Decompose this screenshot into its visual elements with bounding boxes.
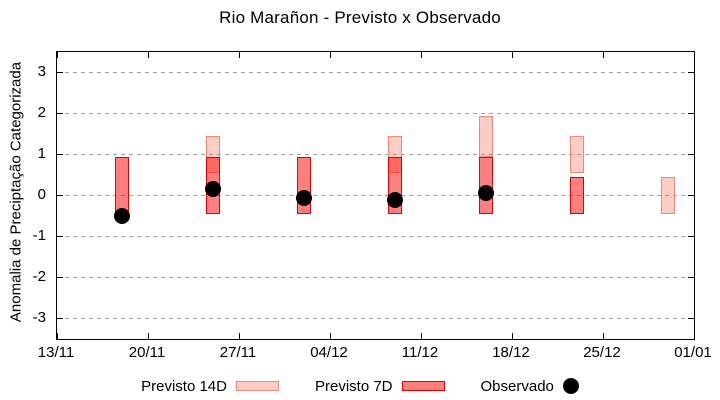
- x-tick-mark: [602, 333, 604, 339]
- x-tick-label: 13/11: [37, 344, 75, 361]
- x-tick-label: 04/12: [310, 344, 348, 361]
- x-tick-label: 25/12: [583, 344, 621, 361]
- legend-label-observado: Observado: [480, 377, 554, 395]
- x-tick-mark: [511, 333, 513, 339]
- observado-dot: [478, 185, 494, 202]
- x-tick-mark: [693, 52, 695, 58]
- legend-item-previsto-7d: Previsto 7D: [315, 378, 445, 395]
- y-tick-mark: [688, 195, 694, 196]
- observado-dot: [296, 189, 312, 206]
- x-tick-mark: [420, 333, 422, 339]
- y-tick-mark: [688, 154, 694, 155]
- x-tick-mark: [329, 52, 331, 58]
- x-tick-mark: [693, 333, 695, 339]
- gridline: [57, 72, 694, 73]
- x-tick-mark: [329, 333, 331, 339]
- previsto-14d-bar: [570, 136, 584, 173]
- y-tick-mark: [688, 72, 694, 73]
- x-tick-mark: [420, 52, 422, 58]
- x-tick-label: 20/11: [128, 344, 166, 361]
- legend-item-previsto-14d: Previsto 14D: [141, 378, 279, 395]
- y-tick-mark: [57, 154, 63, 155]
- y-tick-label: -2: [32, 267, 46, 285]
- legend-label-previsto-7d: Previsto 7D: [314, 377, 393, 395]
- x-tick-label: 27/11: [219, 344, 257, 361]
- y-tick-mark: [57, 72, 63, 73]
- gridline: [57, 277, 694, 278]
- gridline: [57, 236, 694, 237]
- x-tick-mark: [56, 333, 58, 339]
- observado-dot: [387, 191, 403, 208]
- previsto-7d-bar: [570, 177, 584, 214]
- observado-dot: [114, 208, 130, 224]
- legend: Previsto 14D Previsto 7D Observado: [0, 376, 720, 396]
- y-tick-label: 3: [37, 62, 46, 80]
- y-tick-mark: [57, 236, 63, 237]
- observado-dot: [205, 181, 221, 198]
- previsto-14d-swatch: [235, 381, 279, 391]
- previsto-14d-bar: [661, 177, 675, 214]
- y-tick-mark: [57, 195, 63, 196]
- x-tick-mark: [238, 333, 240, 339]
- y-tick-label: 0: [37, 185, 46, 203]
- legend-item-observado: Observado: [481, 378, 579, 395]
- y-tick-mark: [57, 277, 63, 278]
- gridline: [57, 195, 694, 196]
- x-tick-mark: [602, 52, 604, 58]
- y-tick-mark: [688, 318, 694, 319]
- chart-title: Rio Marañon - Previsto x Observado: [219, 8, 501, 27]
- previsto-7d-swatch: [401, 381, 445, 391]
- x-tick-mark: [56, 52, 58, 58]
- x-tick-mark: [147, 333, 149, 339]
- gridline: [57, 154, 694, 155]
- gridline: [57, 113, 694, 114]
- x-tick-label: 11/12: [401, 344, 439, 361]
- y-tick-label: 1: [37, 144, 46, 162]
- x-tick-mark: [238, 52, 240, 58]
- x-tick-label: 01/01: [674, 344, 712, 361]
- y-tick-label: -3: [32, 308, 46, 326]
- gridline: [57, 318, 694, 319]
- previsto-7d-bar: [115, 156, 129, 214]
- y-tick-mark: [688, 236, 694, 237]
- y-tick-label: 2: [37, 103, 46, 121]
- previsto-14d-bar: [479, 115, 493, 157]
- x-tick-mark: [147, 52, 149, 58]
- legend-label-previsto-14d: Previsto 14D: [141, 377, 227, 395]
- y-tick-mark: [57, 318, 63, 319]
- x-tick-mark: [511, 52, 513, 58]
- y-tick-mark: [688, 277, 694, 278]
- y-tick-label: -1: [32, 226, 46, 244]
- y-tick-mark: [57, 113, 63, 114]
- observado-legend-dot-icon: [562, 378, 579, 394]
- y-tick-mark: [688, 113, 694, 114]
- x-tick-label: 18/12: [492, 344, 530, 361]
- plot-area: [56, 51, 695, 340]
